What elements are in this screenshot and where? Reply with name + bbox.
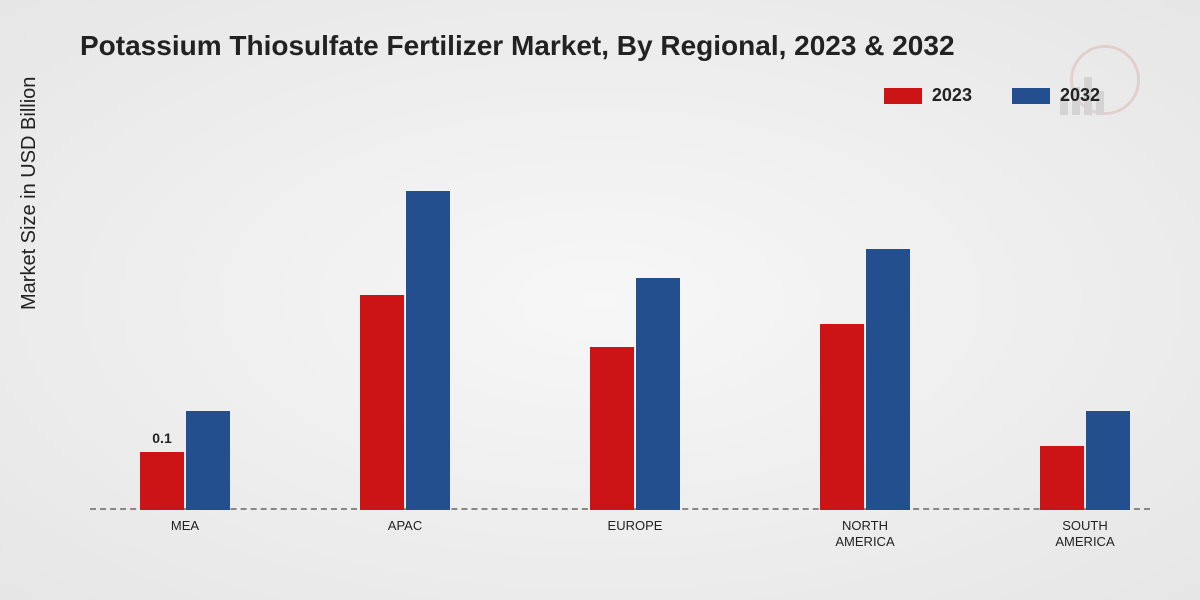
value-label: 0.1 [152,430,171,446]
plot-area: 0.1MEA APAC EUROPE NORTH AMERICA SOUTH AMERI… [90,150,1150,510]
x-axis-label: EUROPE [608,518,663,534]
bar [590,347,634,510]
x-axis-label: NORTH AMERICA [835,518,894,551]
bar [1040,446,1084,510]
bar [360,295,404,510]
bar-group: NORTH AMERICA [800,249,930,510]
x-axis-label: SOUTH AMERICA [1055,518,1114,551]
legend-item-2032: 2032 [1012,85,1100,106]
bar: 0.1 [140,452,184,510]
bar-group: EUROPE [570,278,700,510]
legend-swatch-2023 [884,88,922,104]
legend-label-2032: 2032 [1060,85,1100,106]
bar [636,278,680,510]
x-axis-label: APAC [388,518,422,534]
bar-group: SOUTH AMERICA [1020,411,1150,510]
x-axis-label: MEA [171,518,199,534]
bar [866,249,910,510]
legend-label-2023: 2023 [932,85,972,106]
bar [406,191,450,510]
bar [820,324,864,510]
y-axis-label: Market Size in USD Billion [18,77,41,310]
bar [186,411,230,510]
legend: 2023 2032 [884,85,1100,106]
legend-swatch-2032 [1012,88,1050,104]
bar-group: 0.1MEA [120,411,250,510]
bar [1086,411,1130,510]
chart-title: Potassium Thiosulfate Fertilizer Market,… [80,30,955,62]
bar-group: APAC [340,191,470,510]
legend-item-2023: 2023 [884,85,972,106]
